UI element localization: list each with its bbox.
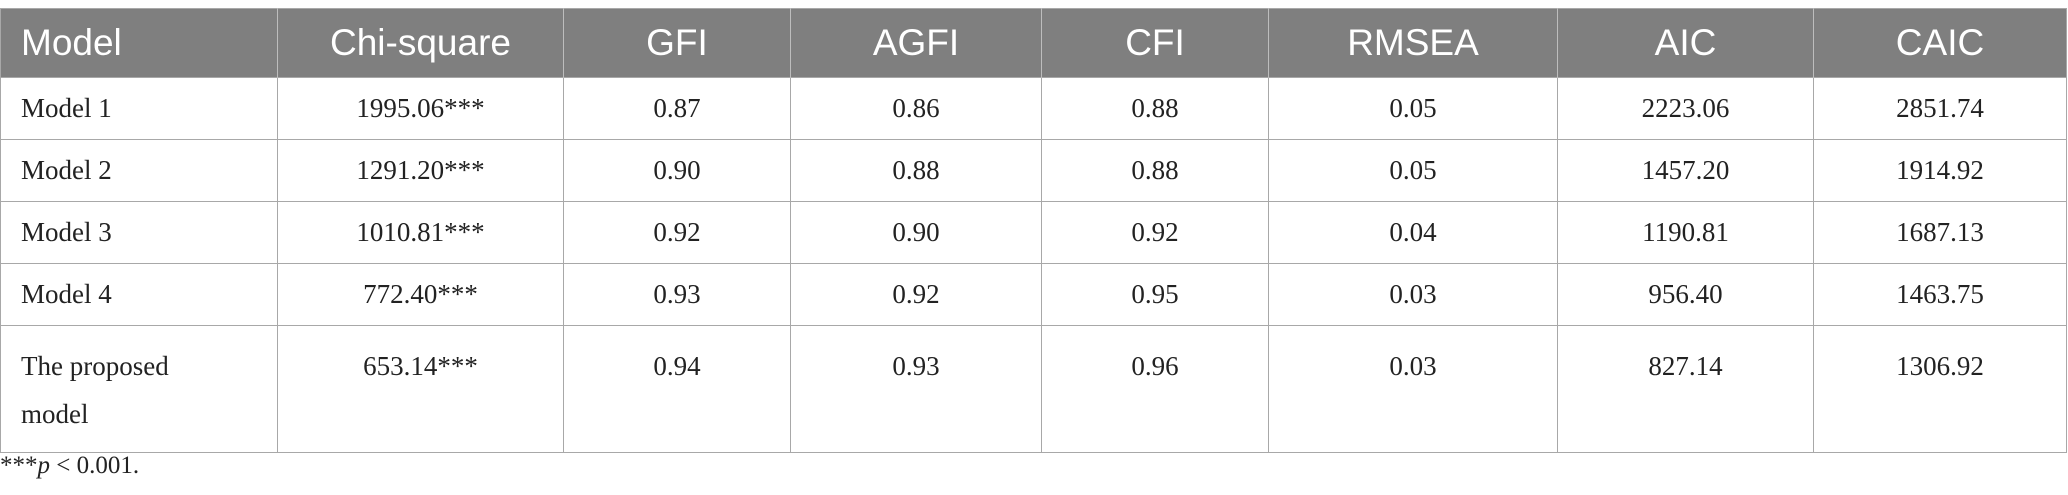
cell-aic: 956.40 <box>1557 263 1814 326</box>
cell-model: Model 4 <box>0 263 278 326</box>
cell-agfi: 0.90 <box>790 201 1042 264</box>
header-rmsea: RMSEA <box>1268 8 1558 78</box>
header-cfi: CFI <box>1041 8 1269 78</box>
cell-rmsea: 0.03 <box>1268 325 1558 453</box>
cell-caic: 1687.13 <box>1813 201 2067 264</box>
cell-aic: 1190.81 <box>1557 201 1814 264</box>
model-fit-table: Model Chi-square GFI AGFI CFI RMSEA AIC … <box>0 8 2067 453</box>
cell-cfi: 0.88 <box>1041 139 1269 202</box>
cell-model: Model 3 <box>0 201 278 264</box>
header-aic: AIC <box>1557 8 1814 78</box>
table-footnote: ***p < 0.001. <box>0 452 139 480</box>
cell-chi-square: 772.40*** <box>277 263 564 326</box>
cell-chi-square: 1291.20*** <box>277 139 564 202</box>
table-header-row: Model Chi-square GFI AGFI CFI RMSEA AIC … <box>0 8 2067 78</box>
cell-model: Model 1 <box>0 77 278 140</box>
cell-aic: 827.14 <box>1557 325 1814 453</box>
cell-model: The proposed model <box>0 325 278 453</box>
cell-aic: 1457.20 <box>1557 139 1814 202</box>
cell-chi-square: 1010.81*** <box>277 201 564 264</box>
table-row: Model 4 772.40*** 0.93 0.92 0.95 0.03 95… <box>0 263 2067 326</box>
table-row: Model 1 1995.06*** 0.87 0.86 0.88 0.05 2… <box>0 77 2067 140</box>
cell-rmsea: 0.03 <box>1268 263 1558 326</box>
table-row: Model 2 1291.20*** 0.90 0.88 0.88 0.05 1… <box>0 139 2067 202</box>
cell-cfi: 0.96 <box>1041 325 1269 453</box>
cell-aic: 2223.06 <box>1557 77 1814 140</box>
cell-agfi: 0.86 <box>790 77 1042 140</box>
table-row: The proposed model 653.14*** 0.94 0.93 0… <box>0 325 2067 453</box>
cell-agfi: 0.92 <box>790 263 1042 326</box>
cell-chi-square: 653.14*** <box>277 325 564 453</box>
header-model: Model <box>0 8 278 78</box>
cell-caic: 2851.74 <box>1813 77 2067 140</box>
model-fit-table-container: Model Chi-square GFI AGFI CFI RMSEA AIC … <box>0 8 2068 453</box>
footnote-stars: *** <box>0 452 38 479</box>
cell-caic: 1914.92 <box>1813 139 2067 202</box>
cell-agfi: 0.93 <box>790 325 1042 453</box>
cell-rmsea: 0.04 <box>1268 201 1558 264</box>
cell-gfi: 0.87 <box>563 77 791 140</box>
cell-gfi: 0.92 <box>563 201 791 264</box>
table-row: Model 3 1010.81*** 0.92 0.90 0.92 0.04 1… <box>0 201 2067 264</box>
header-agfi: AGFI <box>790 8 1042 78</box>
cell-cfi: 0.92 <box>1041 201 1269 264</box>
footnote-p-symbol: p <box>37 452 51 479</box>
cell-cfi: 0.95 <box>1041 263 1269 326</box>
cell-cfi: 0.88 <box>1041 77 1269 140</box>
footnote-threshold: < 0.001. <box>50 452 140 479</box>
header-chi-square: Chi-square <box>277 8 564 78</box>
cell-caic: 1306.92 <box>1813 325 2067 453</box>
cell-agfi: 0.88 <box>790 139 1042 202</box>
cell-gfi: 0.93 <box>563 263 791 326</box>
cell-caic: 1463.75 <box>1813 263 2067 326</box>
header-caic: CAIC <box>1813 8 2067 78</box>
cell-rmsea: 0.05 <box>1268 77 1558 140</box>
cell-gfi: 0.94 <box>563 325 791 453</box>
cell-chi-square: 1995.06*** <box>277 77 564 140</box>
cell-model: Model 2 <box>0 139 278 202</box>
cell-rmsea: 0.05 <box>1268 139 1558 202</box>
cell-gfi: 0.90 <box>563 139 791 202</box>
header-gfi: GFI <box>563 8 791 78</box>
